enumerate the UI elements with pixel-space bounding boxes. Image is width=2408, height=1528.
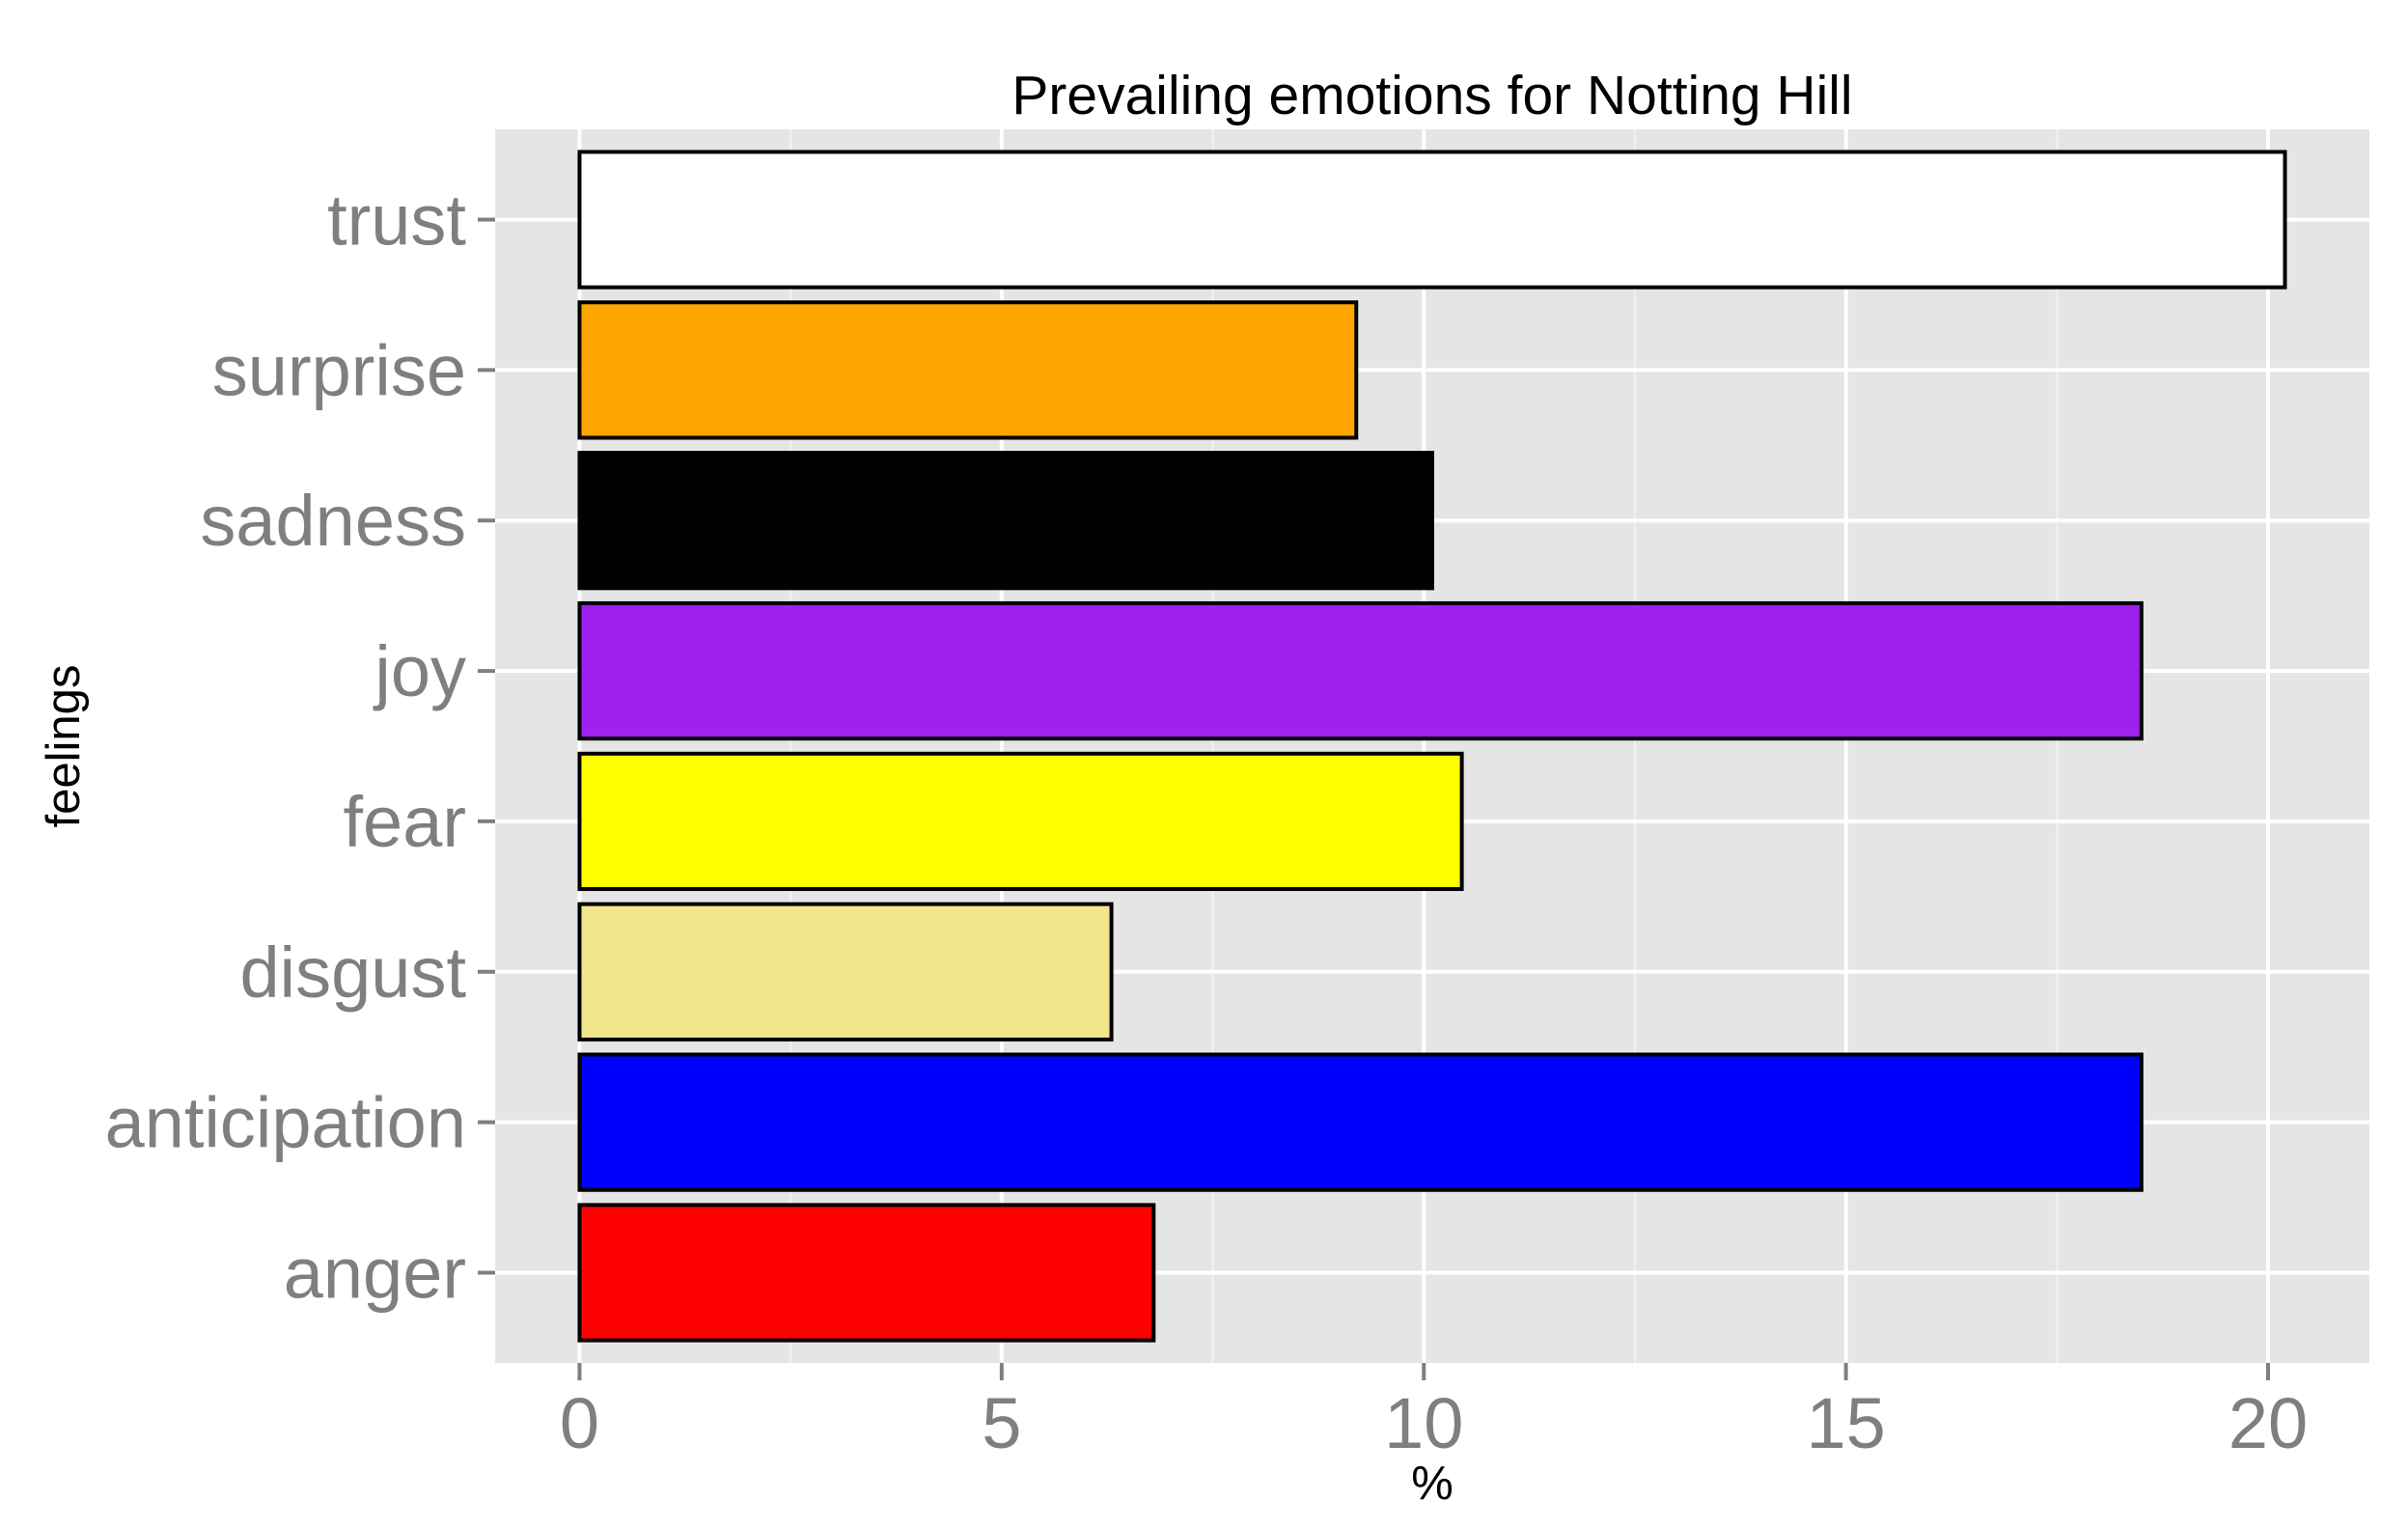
- y-axis-title: feelings: [38, 665, 90, 828]
- chart-title: Prevailing emotions for Notting Hill: [1011, 65, 1852, 126]
- bars: [577, 150, 2287, 1343]
- y-axis: anger anticipation disgust fear joy sadness su…: [105, 181, 495, 1313]
- bar-anger: [577, 1203, 1156, 1343]
- x-tick-label: 10: [1384, 1383, 1463, 1463]
- bar-disgust: [577, 902, 1114, 1042]
- y-tick-label-fear: fear: [343, 782, 466, 862]
- y-tick-label-sadness: sadness: [200, 481, 466, 561]
- y-tick-label-anticipation: anticipation: [105, 1083, 466, 1163]
- y-tick-label-anger: anger: [284, 1233, 466, 1313]
- y-tick-label-joy: joy: [373, 631, 466, 711]
- x-tick-label: 5: [982, 1383, 1021, 1463]
- y-tick-label-surprise: surprise: [212, 330, 466, 410]
- bar-sadness: [577, 451, 1434, 591]
- x-tick-label: 20: [2228, 1383, 2308, 1463]
- x-axis-title: %: [1411, 1458, 1453, 1510]
- bar-joy: [577, 600, 2144, 741]
- x-tick-label: 0: [560, 1383, 599, 1463]
- bar-surprise: [577, 300, 1359, 440]
- y-tick-label-trust: trust: [327, 181, 466, 261]
- bar-fear: [577, 751, 1464, 892]
- x-tick-label: 15: [1806, 1383, 1885, 1463]
- x-axis: 0 5 10 15 20: [560, 1363, 2308, 1463]
- bar-anticipation: [577, 1052, 2144, 1192]
- y-tick-label-disgust: disgust: [240, 932, 467, 1013]
- bar-trust: [577, 150, 2287, 290]
